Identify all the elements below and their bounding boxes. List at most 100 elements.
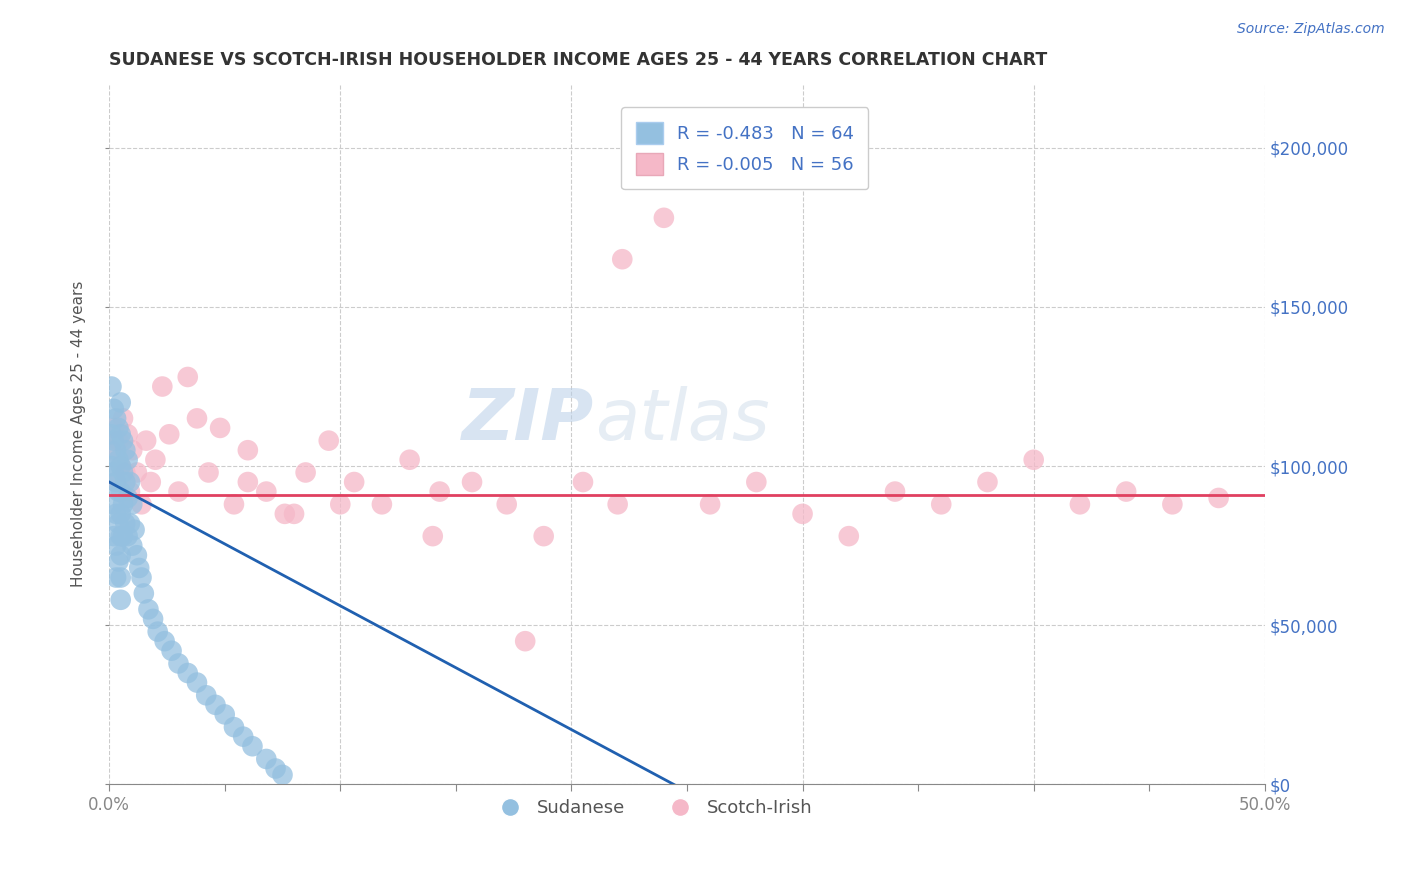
Text: ZIP: ZIP [463,385,595,455]
Point [128,561,150,575]
Point [110,484,132,499]
Point [110,459,132,474]
Point [110,570,132,584]
Point [111,434,134,448]
Point [125,548,148,562]
Point [110,427,132,442]
Point [121,443,143,458]
Point [100,459,122,474]
Point [371,497,394,511]
Point [329,497,352,511]
Point [1208,491,1230,505]
Point [197,466,219,480]
Point [111,497,134,511]
Point [107,484,129,499]
Point [118,484,141,499]
Point [495,497,517,511]
Point [745,475,768,489]
Point [100,443,122,458]
Point [114,466,136,480]
Point [222,720,245,734]
Point [283,507,305,521]
Point [111,411,134,425]
Point [271,768,294,782]
Point [105,539,128,553]
Point [131,570,153,584]
Point [105,507,128,521]
Point [111,529,134,543]
Point [118,516,141,531]
Point [884,484,907,499]
Point [132,586,155,600]
Point [652,211,675,225]
Point [105,475,128,489]
Point [1115,484,1137,499]
Point [105,411,128,425]
Point [1161,497,1184,511]
Point [142,612,165,626]
Point [792,507,814,521]
Point [606,497,628,511]
Point [1069,497,1091,511]
Point [103,434,125,448]
Point [110,592,132,607]
Point [107,555,129,569]
Point [177,370,200,384]
Point [105,570,128,584]
Point [110,395,132,409]
Point [236,475,259,489]
Point [139,475,162,489]
Point [103,401,125,416]
Point [138,602,160,616]
Point [422,529,444,543]
Point [429,484,451,499]
Point [343,475,366,489]
Point [177,666,200,681]
Point [195,688,218,702]
Point [124,523,146,537]
Point [131,497,153,511]
Point [118,475,141,489]
Y-axis label: Householder Income Ages 25 - 44 years: Householder Income Ages 25 - 44 years [72,281,86,588]
Point [121,497,143,511]
Point [167,484,190,499]
Text: Source: ZipAtlas.com: Source: ZipAtlas.com [1237,22,1385,37]
Point [135,434,157,448]
Point [114,516,136,531]
Point [105,475,128,489]
Text: SUDANESE VS SCOTCH-IRISH HOUSEHOLDER INCOME AGES 25 - 44 YEARS CORRELATION CHART: SUDANESE VS SCOTCH-IRISH HOUSEHOLDER INC… [110,51,1047,69]
Point [111,466,134,480]
Point [117,529,139,543]
Point [145,452,167,467]
Point [110,529,132,543]
Point [146,624,169,639]
Point [160,644,183,658]
Text: atlas: atlas [595,385,769,455]
Point [100,427,122,442]
Point [110,548,132,562]
Point [107,434,129,448]
Point [254,752,277,766]
Point [117,427,139,442]
Point [232,730,254,744]
Point [264,762,287,776]
Point [612,252,634,267]
Legend: Sudanese, Scotch-Irish: Sudanese, Scotch-Irish [485,792,820,824]
Point [105,443,128,458]
Point [107,452,129,467]
Point [103,497,125,511]
Point [1022,452,1045,467]
Point [150,379,173,393]
Point [117,452,139,467]
Point [110,459,132,474]
Point [929,497,952,511]
Point [186,675,208,690]
Point [117,491,139,505]
Point [110,507,132,521]
Point [107,516,129,531]
Point [398,452,420,467]
Point [699,497,721,511]
Point [515,634,537,648]
Point [222,497,245,511]
Point [204,698,226,712]
